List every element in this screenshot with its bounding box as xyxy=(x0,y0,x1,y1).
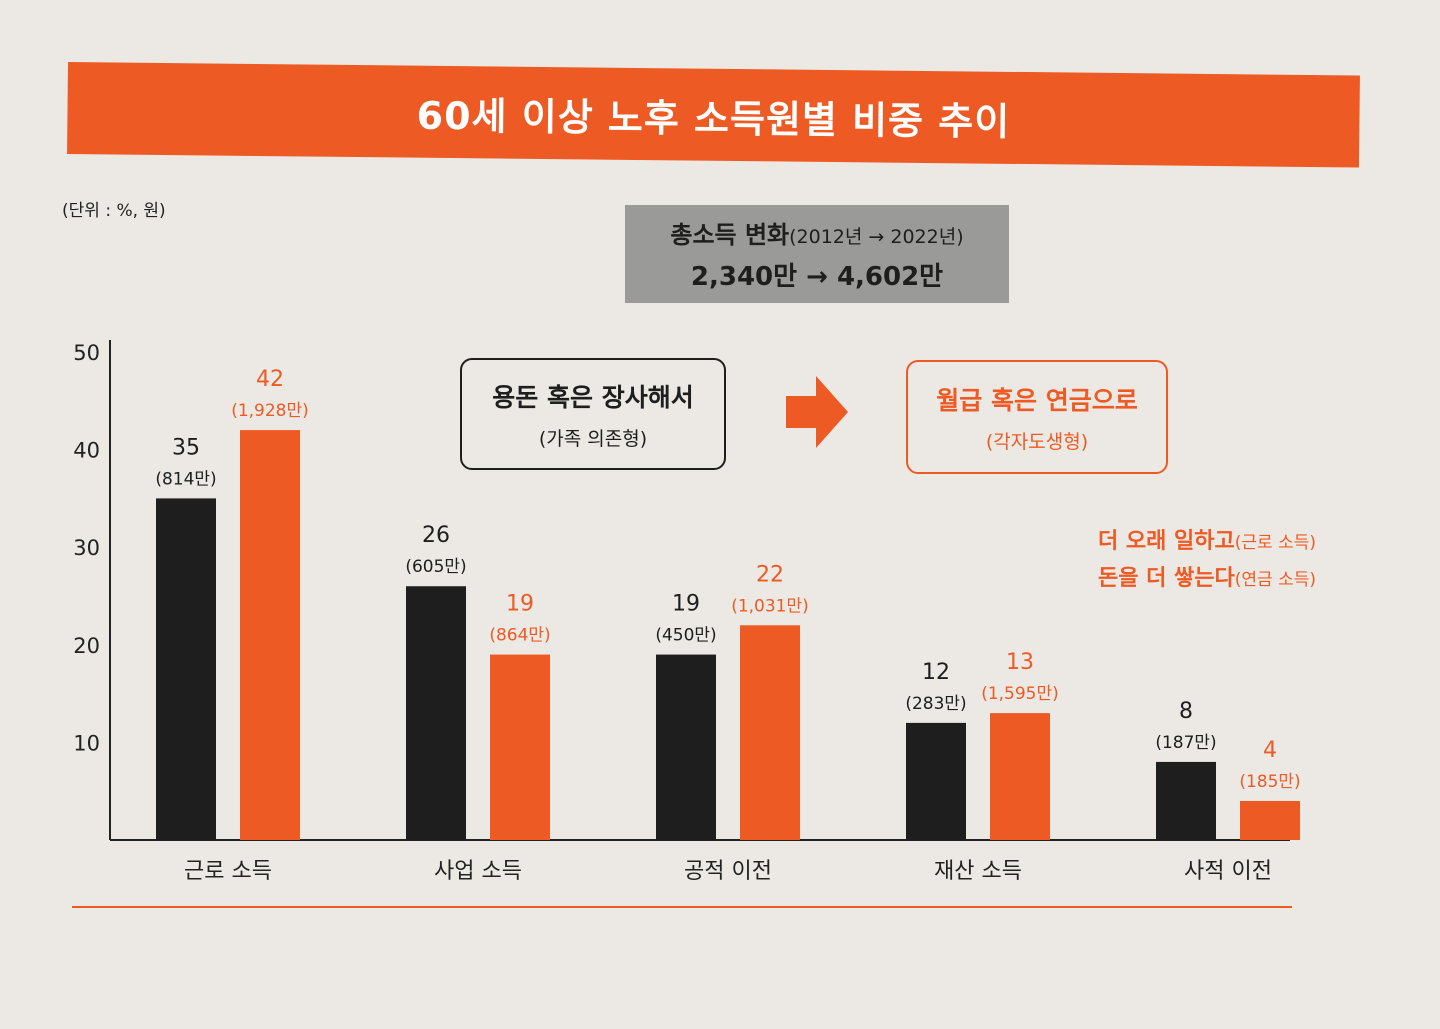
bar-amount-label: (450만) xyxy=(655,626,716,646)
note-line-1-sub: (근로 소득) xyxy=(1234,533,1316,553)
note-line-2-sub: (연금 소득) xyxy=(1234,570,1316,590)
category-label: 재산 소득 xyxy=(934,859,1022,884)
bar-dark xyxy=(656,654,716,840)
bar-dark xyxy=(406,586,466,840)
bar-value-label: 26 xyxy=(422,523,450,548)
category-label: 근로 소득 xyxy=(184,859,272,884)
total-income-label: 총소득 변화 xyxy=(670,221,790,249)
to-type-box: 월급 혹은 연금으로 (각자도생형) xyxy=(906,360,1168,474)
bar-value-label: 12 xyxy=(922,660,950,685)
bar-amount-label: (814만) xyxy=(155,469,216,489)
y-tick-label: 20 xyxy=(73,634,100,658)
bar-value-label: 19 xyxy=(672,592,700,617)
bar-value-label: 42 xyxy=(256,367,284,392)
bar-amount-label: (187만) xyxy=(1155,733,1216,753)
category-label: 사업 소득 xyxy=(434,859,522,884)
bar-value-label: 22 xyxy=(756,562,784,587)
from-type-box: 용돈 혹은 장사해서 (가족 의존형) xyxy=(460,358,726,470)
bar-orange xyxy=(740,625,800,840)
annotation-note: 더 오래 일하고(근로 소득) 돈을 더 쌓는다(연금 소득) xyxy=(1040,524,1316,598)
bar-value-label: 8 xyxy=(1179,699,1193,724)
total-income-period: (2012년 → 2022년) xyxy=(789,226,964,248)
bar-amount-label: (283만) xyxy=(905,694,966,714)
to-type-sub: (각자도생형) xyxy=(985,430,1089,453)
bar-amount-label: (1,928만) xyxy=(231,401,309,421)
y-tick-label: 50 xyxy=(73,341,100,365)
bar-dark xyxy=(906,722,966,840)
bar-value-label: 4 xyxy=(1263,738,1277,763)
bar-orange xyxy=(1240,800,1300,840)
note-line-1-main: 더 오래 일하고 xyxy=(1098,529,1235,554)
bottom-rule xyxy=(72,906,1292,908)
total-income-box: 총소득 변화(2012년 → 2022년) 2,340만 → 4,602만 xyxy=(625,205,1009,303)
from-type-sub: (가족 의존형) xyxy=(538,427,648,450)
bar-value-label: 13 xyxy=(1006,650,1034,675)
y-tick-label: 10 xyxy=(73,731,100,755)
bar-orange xyxy=(490,654,550,840)
note-line-1: 더 오래 일하고(근로 소득) xyxy=(1040,524,1316,561)
bar-dark xyxy=(156,498,216,840)
right-arrow-icon xyxy=(786,376,848,448)
unit-label: (단위 : %, 원) xyxy=(62,201,166,221)
bar-value-label: 19 xyxy=(506,592,534,617)
bar-amount-label: (1,595만) xyxy=(981,684,1059,704)
total-income-change: 2,340만 → 4,602만 xyxy=(690,262,944,292)
y-tick-label: 40 xyxy=(73,439,100,463)
category-label: 사적 이전 xyxy=(1184,859,1272,884)
note-line-2-main: 돈을 더 쌓는다 xyxy=(1098,566,1235,591)
category-label: 공적 이전 xyxy=(684,859,772,884)
note-line-2: 돈을 더 쌓는다(연금 소득) xyxy=(1040,561,1316,598)
bar-value-label: 35 xyxy=(172,435,200,460)
y-tick-label: 30 xyxy=(73,536,100,560)
bar-dark xyxy=(1156,761,1216,840)
bar-orange xyxy=(240,430,300,840)
bar-amount-label: (864만) xyxy=(489,626,550,646)
bar-amount-label: (605만) xyxy=(405,557,466,577)
bar-orange xyxy=(990,713,1050,840)
to-type-main: 월급 혹은 연금으로 xyxy=(936,385,1138,415)
total-income-heading: 총소득 변화(2012년 → 2022년) xyxy=(670,215,963,250)
bar-amount-label: (185만) xyxy=(1239,772,1300,792)
bar-amount-label: (1,031만) xyxy=(731,596,809,616)
from-type-main: 용돈 혹은 장사해서 xyxy=(492,382,694,412)
